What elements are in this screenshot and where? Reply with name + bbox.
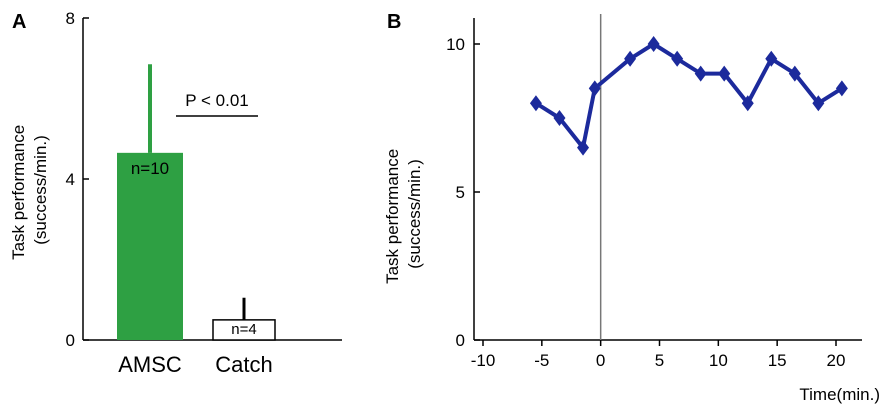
- data-point-marker: [671, 50, 684, 67]
- significance-annotation: P < 0.01: [185, 91, 249, 110]
- data-point-marker: [647, 36, 660, 52]
- panel-b-y-tick-label: 0: [456, 331, 465, 350]
- panel-b-x-tick-label: 0: [596, 351, 605, 370]
- bar-label-amsc: n=10: [131, 159, 169, 178]
- bar-catch: [212, 319, 276, 341]
- data-point-marker: [788, 65, 801, 82]
- panel-b-y-tick-label: 10: [446, 35, 465, 54]
- data-point-marker: [588, 80, 601, 97]
- panel-a-y-tick-label: 4: [66, 170, 75, 189]
- panel-b-x-tick-label: -10: [471, 351, 496, 370]
- data-point-marker: [577, 139, 590, 156]
- data-point-marker: [741, 95, 754, 112]
- panel-a-y-tick-label: 8: [66, 9, 75, 28]
- data-point-marker: [624, 50, 637, 67]
- panel-a-y-tick-label: 0: [66, 331, 75, 350]
- panel-a-y-axis-title: Task performance (success/min.): [9, 120, 50, 260]
- panel-b-y-tick-label: 5: [456, 183, 465, 202]
- panel-b-x-tick-label: 20: [827, 351, 846, 370]
- panel-b-x-tick-label: -5: [534, 351, 549, 370]
- data-point-marker: [553, 110, 566, 126]
- panel-a-label: A: [12, 11, 26, 33]
- category-label-catch: Catch: [215, 352, 272, 377]
- panel-a: A 0 4 8 n=10 AMSC n=4 Catch Task performance …: [9, 9, 342, 377]
- panel-a-y-ticks: 0 4 8: [66, 9, 89, 350]
- data-point-marker: [694, 65, 707, 82]
- bar-amsc: [117, 152, 183, 340]
- panel-b-label: B: [387, 11, 401, 33]
- panel-a-bars: n=10 AMSC n=4 Catch: [117, 64, 276, 377]
- panel-b-series: [529, 36, 848, 156]
- panel-b-x-tick-label: 5: [655, 351, 664, 370]
- data-point-marker: [718, 65, 731, 82]
- panel-b: B 0 5 10 -10 -5 0 5 10 15 20 Task performance (s…: [383, 11, 880, 404]
- panel-b-x-axis-title: Time(min.): [799, 385, 880, 404]
- series-line: [534, 42, 843, 150]
- panel-b-y-ticks: 0 5 10: [446, 35, 480, 350]
- data-point-marker: [812, 95, 825, 112]
- panel-b-x-ticks: -10 -5 0 5 10 15 20: [471, 340, 846, 370]
- category-label-amsc: AMSC: [118, 352, 182, 377]
- panel-b-x-tick-label: 10: [709, 351, 728, 370]
- data-point-marker: [529, 95, 542, 112]
- data-point-marker: [835, 80, 848, 97]
- bar-label-catch: n=4: [231, 321, 256, 338]
- panel-b-y-axis-title: Task performance (success/min.): [383, 144, 424, 284]
- data-point-marker: [765, 50, 778, 67]
- panel-b-x-tick-label: 15: [768, 351, 787, 370]
